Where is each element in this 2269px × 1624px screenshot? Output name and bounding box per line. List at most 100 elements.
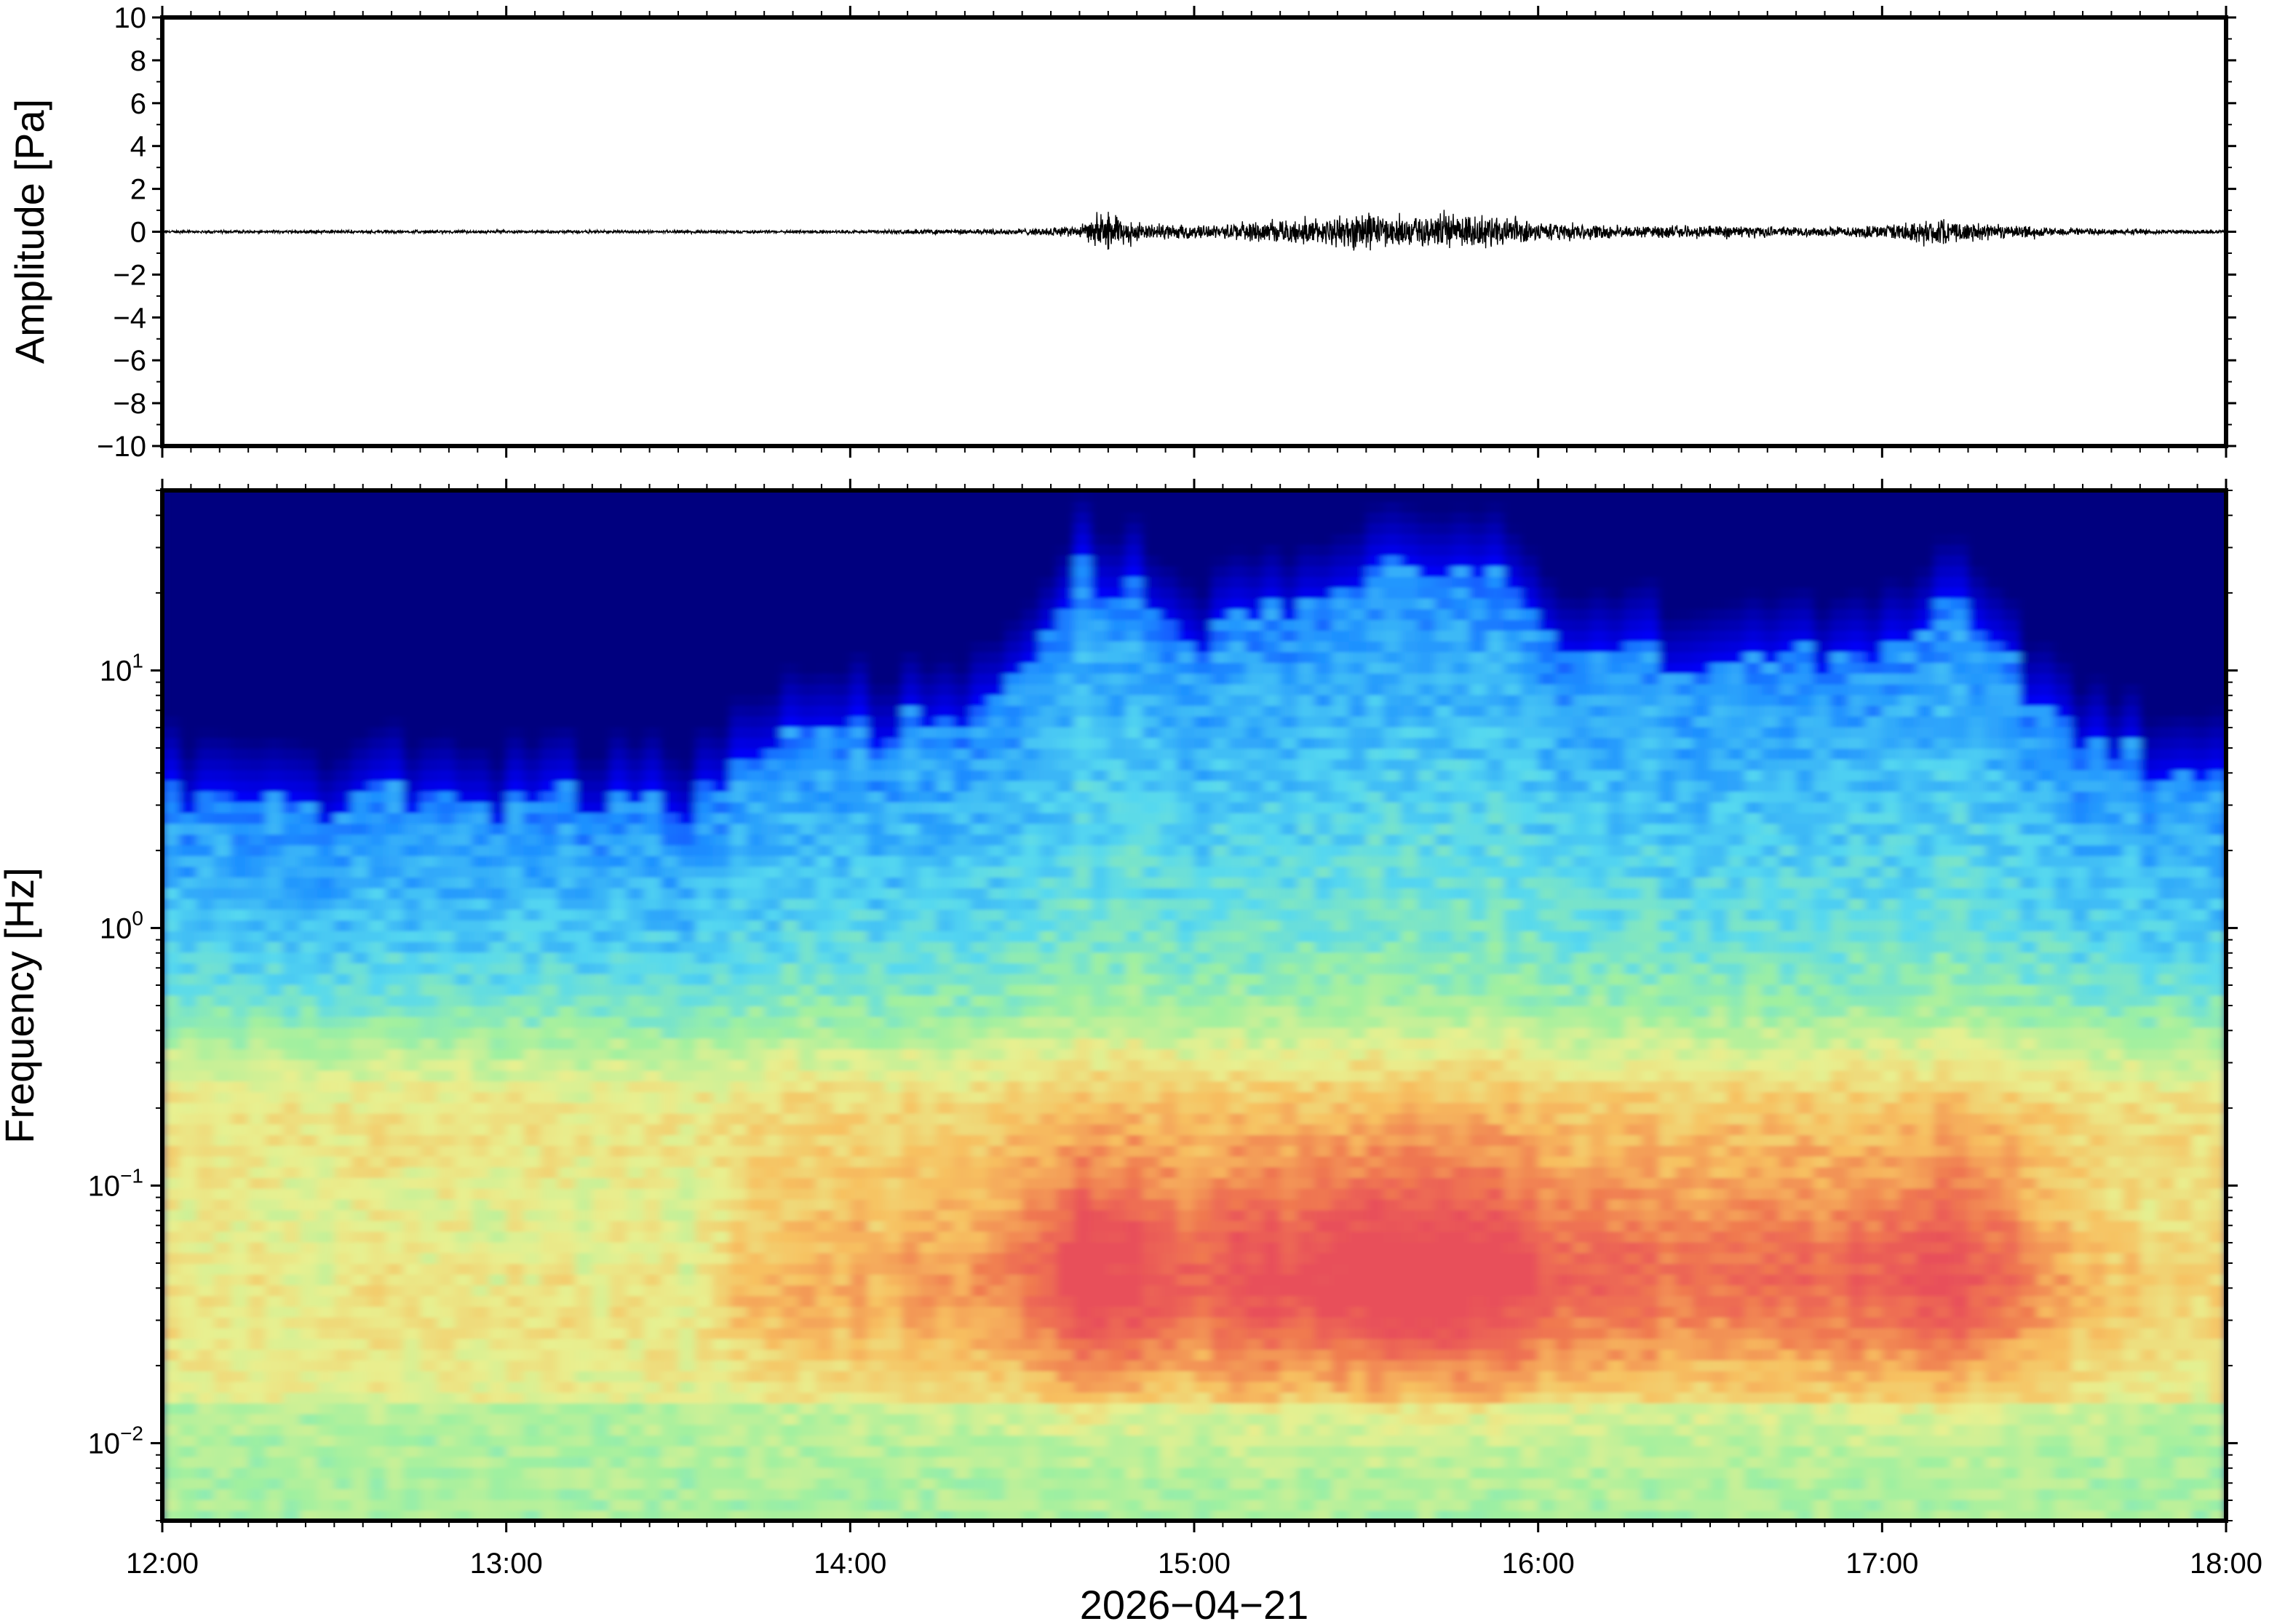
spectrogram-cell xyxy=(282,780,301,792)
spectrogram-cell xyxy=(902,1166,920,1179)
spectrogram-cell xyxy=(231,844,250,856)
spectrogram-cell xyxy=(472,1284,490,1297)
spectrogram-cell xyxy=(368,715,387,728)
spectrogram-cell xyxy=(884,629,903,642)
spectrogram-cell xyxy=(179,973,198,985)
spectrogram-cell xyxy=(265,586,284,599)
spectrogram-cell xyxy=(712,1499,731,1511)
spectrogram-cell xyxy=(798,1510,816,1521)
spectrogram-cell xyxy=(627,1273,645,1286)
spectrogram-cell xyxy=(300,1070,318,1082)
spectrogram-cell xyxy=(988,1316,1006,1329)
spectrogram-cell xyxy=(918,1424,937,1436)
spectrogram-cell xyxy=(575,823,593,835)
spectrogram-cell xyxy=(300,608,318,621)
spectrogram-cell xyxy=(764,1048,782,1060)
spectrogram-cell xyxy=(489,1284,507,1297)
spectrogram-cell xyxy=(472,995,490,1007)
spectrogram-cell xyxy=(523,586,541,599)
spectrogram-cell xyxy=(867,963,886,974)
spectrogram-cell xyxy=(712,1059,731,1071)
spectrogram-cell xyxy=(798,1413,816,1425)
spectrogram-cell xyxy=(729,1402,748,1414)
spectrogram-cell xyxy=(936,1230,955,1243)
spectrogram-cell xyxy=(213,640,232,653)
spectrogram-cell xyxy=(712,651,731,664)
spectrogram-cell xyxy=(489,715,507,728)
spectrogram-cell xyxy=(162,1456,180,1468)
spectrogram-cell xyxy=(179,1510,198,1521)
spectrogram-cell xyxy=(747,640,766,653)
spectrogram-cell xyxy=(557,726,576,739)
spectrogram-cell xyxy=(402,812,421,824)
spectrogram-cell xyxy=(729,576,748,588)
spectrogram-cell xyxy=(970,1370,989,1382)
spectrogram-cell xyxy=(988,576,1006,588)
spectrogram-cell xyxy=(213,769,232,781)
spectrogram-cell xyxy=(386,1048,404,1060)
spectrogram-cell xyxy=(953,726,971,739)
spectrogram-cell xyxy=(506,672,525,685)
spectrogram-cell xyxy=(437,672,456,685)
spectrogram-cell xyxy=(643,877,662,888)
spectrogram-cell xyxy=(918,726,937,739)
spectrogram-cell xyxy=(764,1478,782,1489)
spectrogram-cell xyxy=(884,1359,903,1372)
spectrogram-cell xyxy=(317,501,335,513)
spectrogram-cell xyxy=(953,533,971,545)
spectrogram-cell xyxy=(420,1316,439,1329)
spectrogram-cell xyxy=(816,1198,834,1211)
spectrogram-cell xyxy=(884,930,903,942)
spectrogram-cell xyxy=(798,1359,816,1372)
spectrogram-cell xyxy=(592,855,611,867)
spectrogram-cell xyxy=(334,662,352,674)
spectrogram-cell xyxy=(970,554,989,567)
spectrogram-cell xyxy=(472,963,490,974)
spectrogram-cell xyxy=(437,1349,456,1361)
spectrogram-cell xyxy=(643,1263,662,1275)
spectrogram-cell xyxy=(265,758,284,771)
spectrogram-cell xyxy=(781,1295,800,1307)
spectrogram-cell xyxy=(643,844,662,856)
spectrogram-cell xyxy=(317,1091,335,1103)
spectrogram-cell xyxy=(764,1059,782,1071)
spectrogram-cell xyxy=(902,1284,920,1297)
spectrogram-cell xyxy=(936,1349,955,1361)
spectrogram-cell xyxy=(351,512,370,524)
spectrogram-cell xyxy=(970,512,989,524)
spectrogram-cell xyxy=(231,597,250,610)
spectrogram-cell xyxy=(970,1499,989,1511)
spectrogram-cell xyxy=(764,1145,782,1157)
spectrogram-cell xyxy=(988,995,1006,1007)
spectrogram-cell xyxy=(643,1424,662,1436)
spectrogram-cell xyxy=(867,1198,886,1211)
spectrogram-cell xyxy=(918,1241,937,1254)
spectrogram-cell xyxy=(747,834,766,845)
spectrogram-cell xyxy=(953,1306,971,1318)
spectrogram-cell xyxy=(489,1102,507,1114)
spectrogram-cell xyxy=(781,780,800,792)
spectrogram-cell xyxy=(196,1359,215,1372)
spectrogram-cell xyxy=(833,1467,851,1479)
spectrogram-cell xyxy=(420,1467,439,1479)
spectrogram-cell xyxy=(1005,1370,1023,1382)
spectrogram-cell xyxy=(798,608,816,621)
spectrogram-cell xyxy=(764,715,782,728)
spectrogram-cell xyxy=(420,844,439,856)
spectrogram-cell xyxy=(402,1392,421,1404)
spectrogram-cell xyxy=(196,726,215,739)
spectrogram-cell xyxy=(575,1499,593,1511)
spectrogram-cell xyxy=(850,705,868,717)
spectrogram-cell xyxy=(729,1435,748,1446)
spectrogram-cell xyxy=(918,855,937,867)
spectrogram-cell xyxy=(747,769,766,781)
spectrogram-cell xyxy=(781,1102,800,1114)
spectrogram-cell xyxy=(816,544,834,556)
spectrogram-cell xyxy=(988,1435,1006,1446)
spectrogram-cell xyxy=(506,1241,525,1254)
spectrogram-cell xyxy=(678,1402,696,1414)
spectrogram-cell xyxy=(609,769,628,781)
spectrogram-cell xyxy=(506,1027,525,1039)
spectrogram-cell xyxy=(627,608,645,621)
spectrogram-cell xyxy=(351,1187,370,1200)
